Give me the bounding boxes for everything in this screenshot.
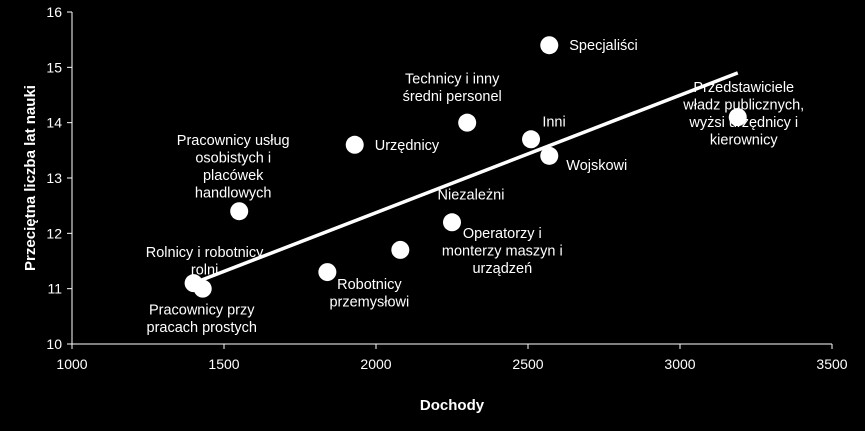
point-label-line: pracach prostych	[147, 320, 257, 336]
point-label-line: placówek	[203, 168, 264, 184]
point-label-line: Rolnicy i robotnicy	[146, 245, 264, 261]
data-point	[540, 36, 559, 55]
point-label-line: Specjaliści	[569, 38, 638, 54]
x-tick-label: 1500	[208, 356, 239, 372]
point-label: Robotnicy przemysłowi	[329, 277, 409, 311]
point-label: Specjaliści	[569, 38, 638, 54]
data-point	[345, 135, 364, 154]
y-axis-ticks: 10 11 12 13 14 15 16	[46, 4, 72, 352]
point-label-line: monterzy maszyn i	[442, 243, 563, 259]
data-point	[230, 202, 249, 221]
point-label-line: urządzeń	[472, 261, 532, 277]
point-label-line: średni personel	[403, 89, 502, 105]
point-label-line: Robotnicy	[337, 277, 402, 293]
point-label: Inni	[542, 114, 565, 130]
point-label-line: Pracownicy usług	[177, 133, 290, 149]
point-label-line: kierownicy	[710, 133, 778, 149]
point-label-line: władz publicznych,	[682, 98, 804, 114]
point-label: Rolnicy i robotnicy rolni	[146, 245, 264, 279]
data-point	[318, 263, 337, 282]
point-label-line: Pracownicy przy	[149, 303, 255, 319]
data-point	[728, 108, 747, 127]
point-labels: Specjaliści Technicy i inny średni persone…	[146, 38, 804, 336]
y-tick-label: 16	[46, 4, 62, 20]
point-label-line: wyżsi urzędnicy i	[688, 115, 798, 131]
point-label: Urzędnicy	[375, 138, 440, 154]
point-label: Przedstawiciele władz publicznych, wyżsi u…	[682, 80, 804, 149]
point-label-line: Przedstawiciele	[693, 80, 794, 96]
y-tick-label: 13	[46, 170, 62, 186]
point-label: Pracownicy przy pracach prostych	[147, 303, 257, 337]
y-tick-label: 14	[46, 115, 62, 131]
y-tick-label: 10	[46, 336, 62, 352]
x-tick-label: 3500	[816, 356, 847, 372]
data-point	[540, 146, 559, 165]
y-tick-label: 12	[46, 225, 62, 241]
point-label-line: przemysłowi	[329, 295, 409, 311]
data-point	[193, 279, 212, 298]
data-point	[443, 213, 461, 232]
point-label-line: handlowych	[195, 186, 272, 202]
x-tick-label: 2500	[512, 356, 543, 372]
x-axis-title: Dochody	[420, 397, 485, 414]
point-label-line: Inni	[542, 114, 565, 130]
y-tick-label: 11	[47, 281, 62, 297]
y-tick-label: 15	[46, 59, 62, 75]
data-points	[184, 36, 747, 298]
data-point	[458, 113, 477, 132]
plot-area: 1000 1500 2000 2500 3000 3500 10111213141516 …	[46, 4, 847, 372]
point-label: Operatorzy i monterzy maszyn i urządzeń	[442, 226, 563, 277]
point-label-line: rolni	[191, 263, 218, 279]
trendline	[192, 71, 739, 285]
point-label: Pracownicy usług osobistych i placówek hand…	[177, 133, 290, 202]
point-label-line: Technicy i inny	[405, 72, 500, 88]
y-axis-title: Przeciętna liczba lat nauki	[22, 85, 39, 271]
point-label-line: Operatorzy i	[463, 226, 542, 242]
point-label-line: osobistych i	[195, 151, 271, 167]
point-label-line: Niezależni	[438, 187, 505, 203]
data-point	[391, 240, 410, 259]
point-label: Wojskowi	[566, 158, 627, 174]
x-tick-label: 1000	[56, 356, 87, 372]
point-label-line: Urzędnicy	[375, 138, 440, 154]
x-tick-label: 3000	[664, 356, 695, 372]
x-tick-label: 2000	[360, 356, 391, 372]
point-label: Niezależni	[438, 187, 505, 203]
point-label-line: Wojskowi	[566, 158, 627, 174]
data-point	[522, 130, 541, 149]
x-axis-ticks: 1000 1500 2000 2500 3000 3500	[56, 344, 848, 372]
point-label: Technicy i inny średni personel	[403, 72, 502, 106]
